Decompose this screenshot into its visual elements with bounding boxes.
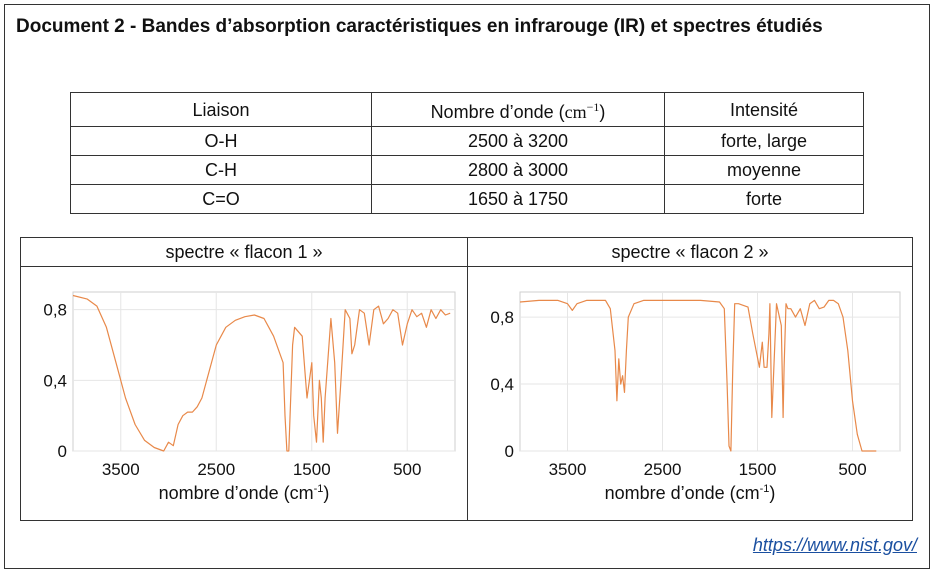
header-liaison: Liaison xyxy=(70,92,372,127)
x-tick-label: 1500 xyxy=(293,460,331,479)
document-title: Document 2 - Bandes d’absorption caracté… xyxy=(16,16,823,37)
x-axis-label-exp: -1 xyxy=(759,483,770,495)
y-tick-label: 0 xyxy=(505,442,514,461)
table-row: C=O 1650 à 1750 forte xyxy=(70,184,864,214)
x-tick-label: 2500 xyxy=(644,460,682,479)
x-tick-label: 500 xyxy=(838,460,866,479)
header-nombre-exp: −1 xyxy=(586,100,600,114)
table-header-row: Liaison Nombre d’onde (cm−1) Intensité xyxy=(70,92,864,127)
ir-bands-table: Liaison Nombre d’onde (cm−1) Intensité O… xyxy=(70,92,864,214)
y-tick-label: 0,8 xyxy=(43,301,67,320)
cell-nombre: 2500 à 3200 xyxy=(371,126,665,156)
x-axis-label: nombre d’onde (cm-1) xyxy=(468,483,912,504)
x-axis-label-close: ) xyxy=(769,483,776,503)
header-nombre-unit: cm xyxy=(564,102,587,122)
cell-intensite: forte, large xyxy=(664,126,864,156)
cell-nombre: 2800 à 3000 xyxy=(371,155,665,185)
spectrum-line xyxy=(72,294,451,452)
x-axis-label-exp: -1 xyxy=(313,483,324,495)
spectrum-panel-flacon-1: spectre « flacon 1 » 3500 2500 1500 500 0 0,4… xyxy=(21,238,468,520)
x-axis-label: nombre d’onde (cm-1) xyxy=(21,483,467,504)
header-nombre-prefix: Nombre d’onde ( xyxy=(430,102,565,122)
document-frame xyxy=(4,4,930,569)
x-tick-label: 500 xyxy=(393,460,421,479)
cell-liaison: C-H xyxy=(70,155,372,185)
table-row: O-H 2500 à 3200 forte, large xyxy=(70,126,864,156)
spectrum-panel-flacon-2: spectre « flacon 2 » 3500 2500 1500 500 0 0,4… xyxy=(468,238,912,520)
spectra-box: spectre « flacon 1 » 3500 2500 1500 500 0 0,4… xyxy=(20,237,913,521)
y-tick-label: 0 xyxy=(58,442,67,461)
x-tick-label: 3500 xyxy=(549,460,587,479)
x-axis-label-text: nombre d’onde (cm xyxy=(604,483,760,503)
spectrum-chart-flacon-2: 3500 2500 1500 500 0 0,4 0,8 xyxy=(490,291,901,479)
header-nombre-suffix: ) xyxy=(599,102,606,122)
spectrum-title: spectre « flacon 2 » xyxy=(468,238,912,267)
x-tick-label: 2500 xyxy=(197,460,235,479)
y-tick-label: 0,4 xyxy=(43,371,67,390)
header-intensite: Intensité xyxy=(664,92,864,127)
x-axis-label-text: nombre d’onde (cm xyxy=(158,483,314,503)
y-tick-label: 0,4 xyxy=(490,375,514,394)
source-link[interactable]: https://www.nist.gov/ xyxy=(752,535,917,555)
cell-intensite: forte xyxy=(664,184,864,214)
header-nombre-onde: Nombre d’onde (cm−1) xyxy=(371,92,665,127)
y-tick-label: 0,8 xyxy=(490,308,514,327)
spectrum-line xyxy=(519,299,877,452)
cell-liaison: C=O xyxy=(70,184,372,214)
cell-liaison: O-H xyxy=(70,126,372,156)
table-row: C-H 2800 à 3000 moyenne xyxy=(70,155,864,185)
x-tick-label: 3500 xyxy=(102,460,140,479)
spectrum-chart-flacon-1: 3500 2500 1500 500 0 0,4 0,8 xyxy=(43,291,456,479)
spectrum-title: spectre « flacon 1 » xyxy=(21,238,467,267)
x-axis-label-close: ) xyxy=(323,483,330,503)
x-tick-label: 1500 xyxy=(739,460,777,479)
cell-nombre: 1650 à 1750 xyxy=(371,184,665,214)
plot-area xyxy=(519,291,901,452)
cell-intensite: moyenne xyxy=(664,155,864,185)
